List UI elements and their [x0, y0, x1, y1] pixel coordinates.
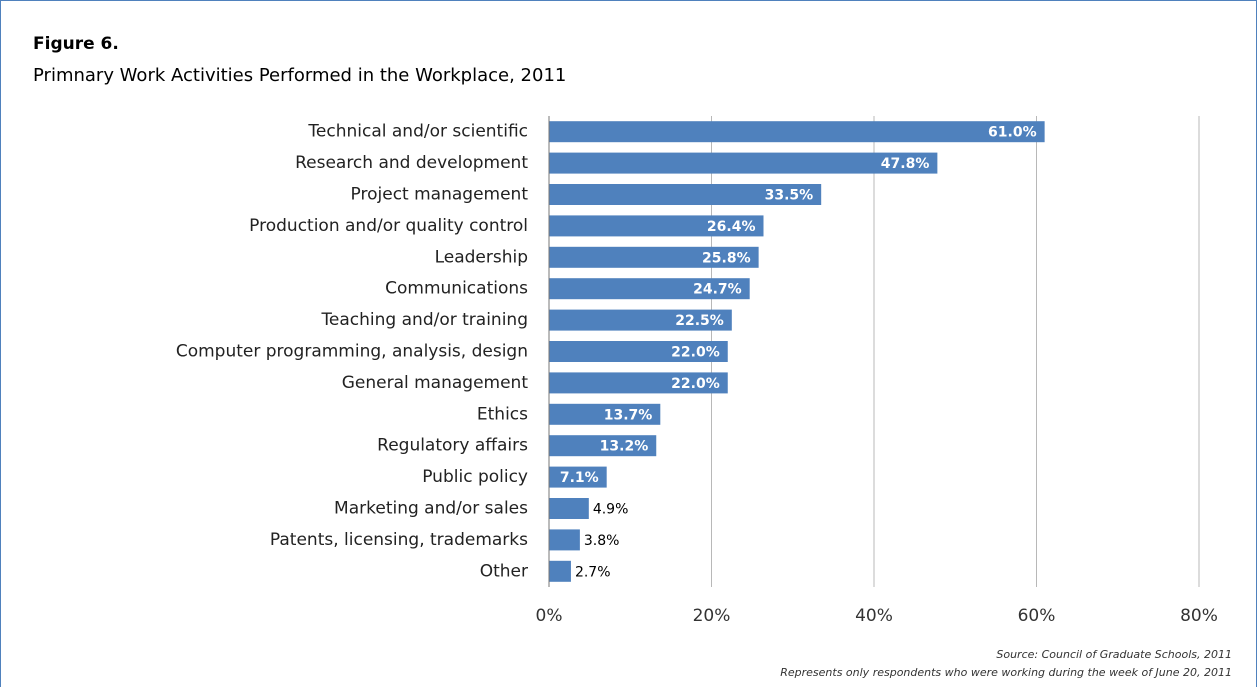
data-label: 2.7% — [575, 564, 611, 580]
data-label: 24.7% — [693, 282, 742, 298]
data-label: 47.8% — [881, 156, 930, 172]
y-tick-label: Teaching and/or training — [320, 310, 528, 330]
data-label: 25.8% — [702, 250, 751, 266]
data-label: 22.0% — [671, 376, 720, 392]
x-tick-label: 80% — [1180, 606, 1218, 626]
bar — [549, 529, 580, 551]
bar — [549, 372, 728, 394]
y-tick-label: Marketing and/or sales — [334, 499, 528, 519]
bar — [549, 560, 571, 582]
bar — [549, 246, 759, 268]
data-label: 61.0% — [988, 125, 1037, 141]
data-label: 7.1% — [560, 470, 599, 486]
data-label: 22.5% — [675, 313, 724, 329]
x-tick-label: 60% — [1018, 606, 1056, 626]
chart-title: Figure 6. — [33, 34, 119, 54]
y-tick-label: Regulatory affairs — [377, 436, 528, 456]
x-tick-label: 20% — [693, 606, 731, 626]
footnote: Represents only respondents who were wor… — [780, 666, 1232, 679]
bar — [549, 498, 589, 519]
bar — [549, 341, 728, 362]
y-tick-label: Other — [480, 561, 528, 581]
data-label: 13.2% — [600, 439, 649, 455]
y-tick-label: Communications — [385, 279, 528, 299]
source-note: Source: Council of Graduate Schools, 201… — [996, 648, 1232, 661]
x-tick-label: 0% — [536, 606, 563, 626]
chart-subtitle: Primnary Work Activities Performed in th… — [33, 65, 566, 86]
data-label: 3.8% — [584, 533, 620, 549]
y-tick-label: Leadership — [435, 247, 528, 267]
data-label: 4.9% — [593, 502, 629, 518]
bar — [549, 435, 657, 457]
y-tick-label: Ethics — [477, 404, 528, 424]
y-tick-label: Production and/or quality control — [249, 216, 528, 236]
data-label: 13.7% — [604, 407, 653, 423]
bar — [549, 152, 938, 174]
y-tick-label: Research and development — [295, 153, 528, 173]
y-tick-label: General management — [342, 373, 529, 393]
bar — [549, 184, 822, 205]
y-tick-label: Public policy — [422, 467, 528, 487]
bar — [549, 278, 750, 300]
bar — [549, 466, 607, 488]
data-label: 26.4% — [707, 219, 756, 235]
bar — [549, 309, 732, 331]
bar — [549, 121, 1045, 143]
y-tick-label: Computer programming, analysis, design — [176, 342, 528, 362]
bar — [549, 403, 661, 425]
y-tick-label: Technical and/or scientific — [307, 122, 528, 142]
y-tick-label: Project management — [351, 185, 529, 205]
bar — [549, 215, 764, 237]
data-label: 33.5% — [765, 188, 814, 204]
y-tick-label: Patents, licensing, trademarks — [270, 530, 528, 550]
data-label: 22.0% — [671, 345, 720, 361]
x-tick-label: 40% — [855, 606, 893, 626]
